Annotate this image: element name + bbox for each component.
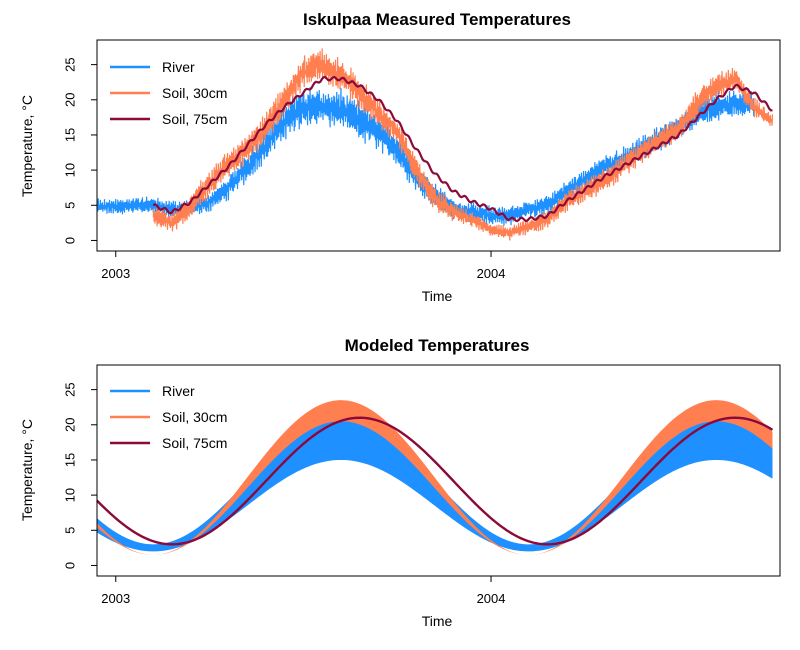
measured-y-axis: 0 5 10 15 20 25: [62, 57, 98, 244]
measured-y-label: Temperature, °C: [19, 95, 35, 197]
measured-title: Iskulpaa Measured Temperatures: [303, 10, 571, 29]
modeled-y-tick-label: 0: [62, 562, 77, 569]
modeled-y-label: Temperature, °C: [19, 419, 35, 521]
modeled-x-tick-label: 2003: [101, 591, 130, 606]
modeled-plot-frame: [96, 364, 781, 577]
modeled-y-tick-label: 10: [62, 488, 77, 502]
measured-legend: River Soil, 30cm Soil, 75cm: [110, 59, 227, 127]
modeled-y-tick-label: 20: [62, 418, 77, 432]
modeled-x-tick-label: 2004: [477, 591, 506, 606]
modeled-y-tick-label: 25: [62, 382, 77, 396]
modeled-series-soil-30cm: [97, 400, 773, 555]
modeled-panel: Modeled Temperatures 0 5 10 15 20 25 2003 2004…: [19, 336, 781, 629]
measured-plot-frame: [96, 39, 781, 252]
modeled-x-label: Time: [422, 613, 453, 629]
modeled-y-axis: 0 5 10 15 20 25: [62, 382, 98, 569]
modeled-plot-area: [96, 400, 774, 555]
measured-y-tick-label: 15: [62, 128, 77, 142]
measured-y-tick-label: 10: [62, 163, 77, 177]
measured-plot-area: [96, 48, 774, 241]
modeled-y-tick-label: 5: [62, 527, 77, 534]
measured-y-tick-label: 0: [62, 237, 77, 244]
modeled-legend-soil30-label: Soil, 30cm: [162, 409, 227, 425]
measured-x-axis: 2003 2004: [101, 250, 506, 281]
modeled-title: Modeled Temperatures: [345, 336, 530, 355]
measured-legend-soil75-label: Soil, 75cm: [162, 111, 227, 127]
modeled-legend-river-label: River: [162, 383, 195, 399]
modeled-series-soil-75cm: [96, 416, 774, 546]
measured-series-soil-30cm: [152, 48, 774, 241]
modeled-x-axis: 2003 2004: [101, 575, 506, 606]
measured-x-tick-label: 2004: [477, 266, 506, 281]
modeled-legend: River Soil, 30cm Soil, 75cm: [110, 383, 227, 451]
measured-legend-river-label: River: [162, 59, 195, 75]
measured-y-tick-label: 25: [62, 57, 77, 71]
measured-legend-soil30-label: Soil, 30cm: [162, 85, 227, 101]
modeled-y-tick-label: 15: [62, 453, 77, 467]
measured-y-tick-label: 20: [62, 93, 77, 107]
measured-y-tick-label: 5: [62, 202, 77, 209]
measured-x-tick-label: 2003: [101, 266, 130, 281]
measured-series-soil-75cm: [152, 75, 773, 223]
modeled-legend-soil75-label: Soil, 75cm: [162, 435, 227, 451]
measured-x-label: Time: [422, 288, 453, 304]
measured-panel: Iskulpaa Measured Temperatures 0 5 10 15 20 2…: [19, 10, 781, 304]
